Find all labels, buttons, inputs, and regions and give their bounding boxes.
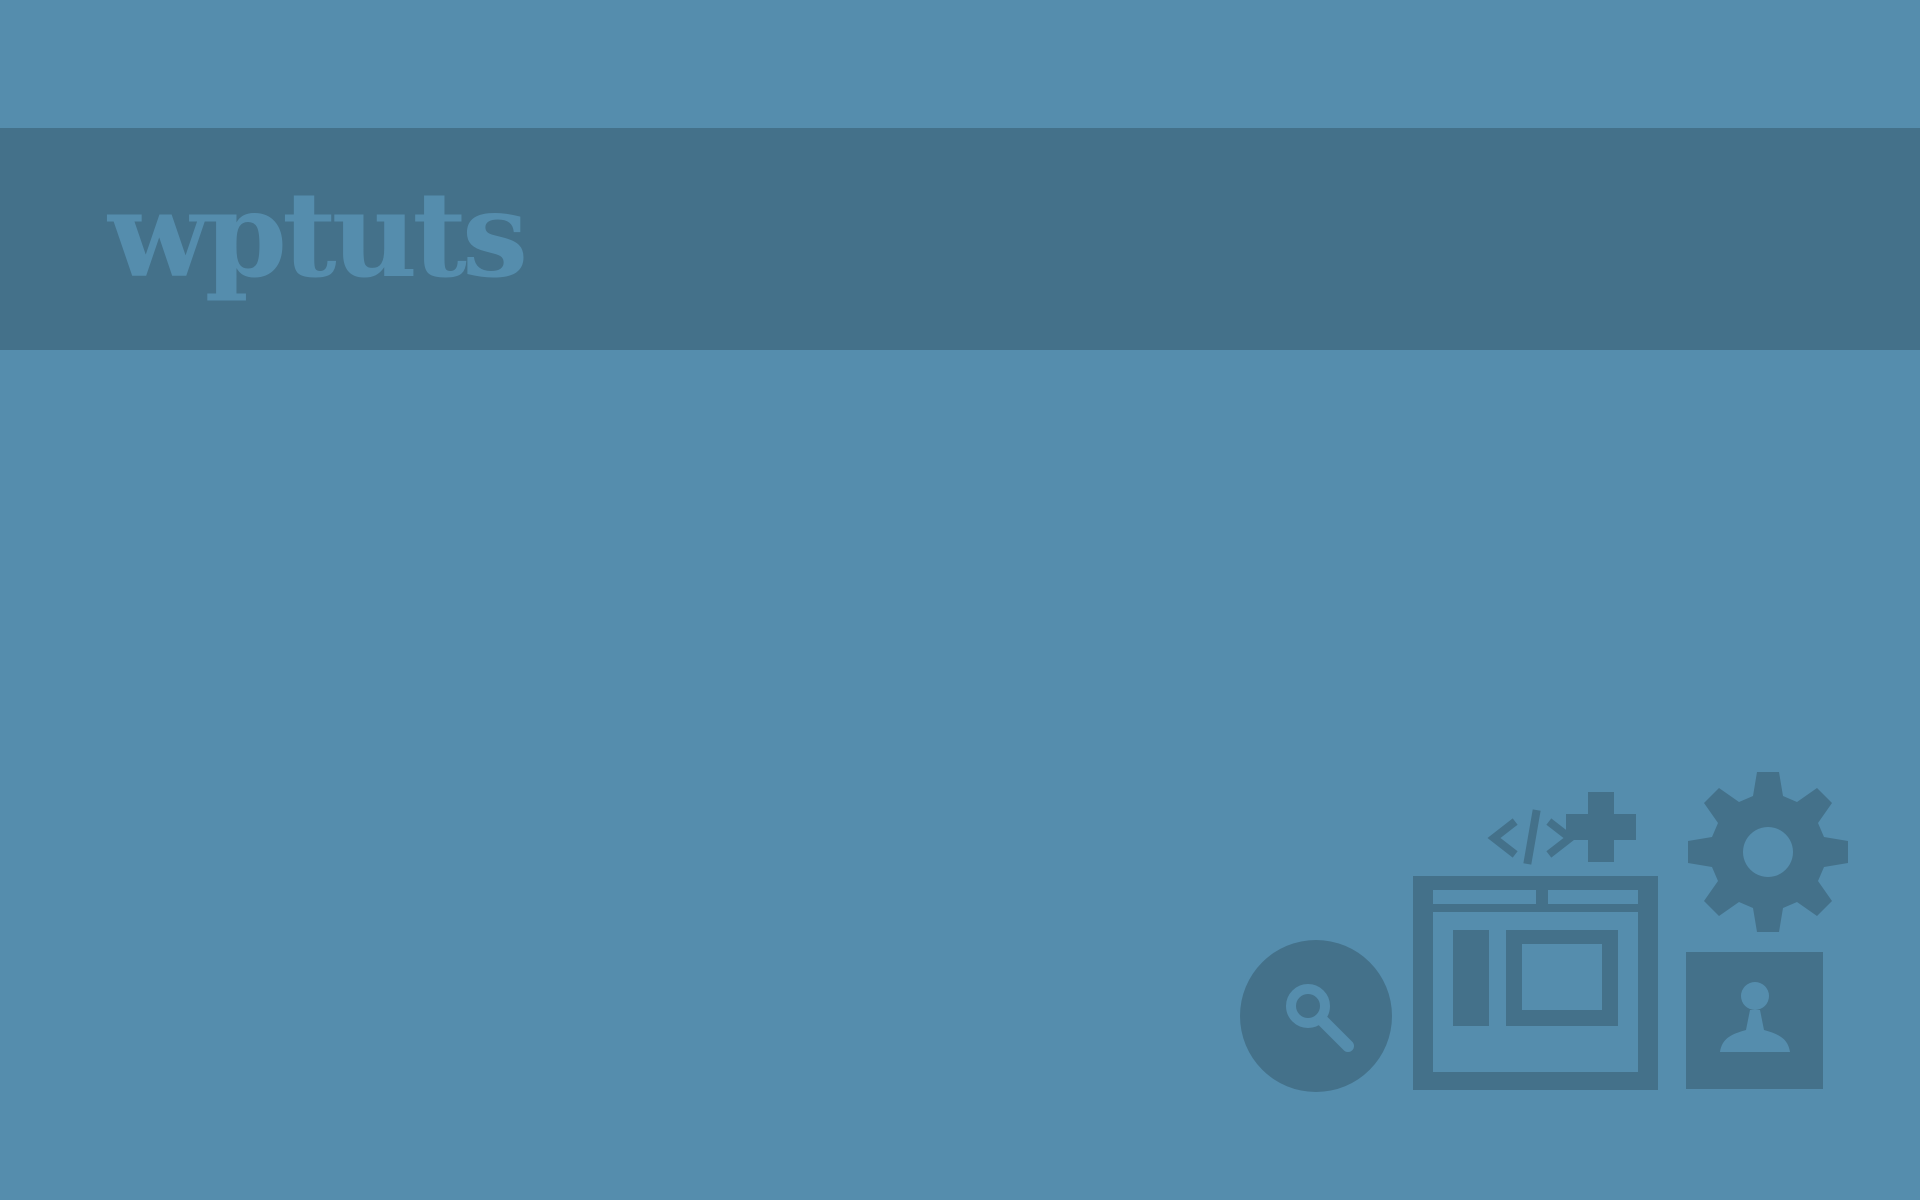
plus-icon [1566,792,1636,862]
user-icon [1686,952,1823,1089]
browser-layout-icon [1413,876,1658,1090]
wptuts-logo: wptuts [108,165,528,304]
icon-cluster [1230,760,1870,1100]
search-icon [1240,940,1392,1092]
gear-icon [1688,772,1848,932]
code-icon [1487,809,1577,865]
header-banner [0,128,1920,350]
